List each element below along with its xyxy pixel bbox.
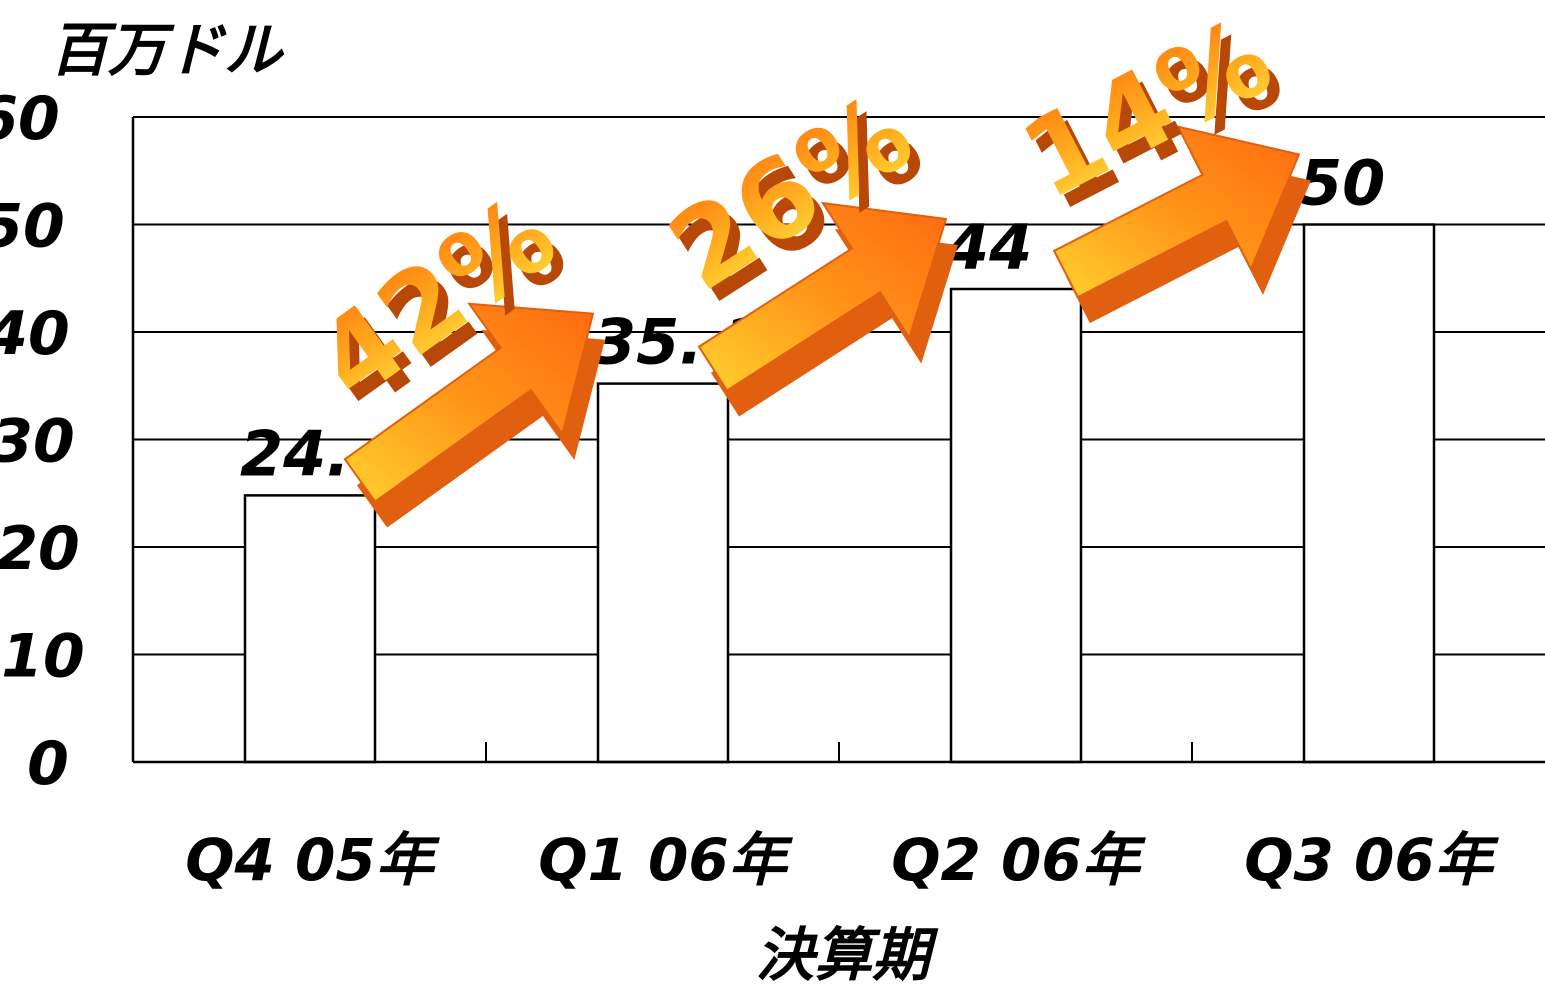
arrow-face xyxy=(343,302,595,503)
axes xyxy=(131,117,1545,764)
y-tick-label: 60 xyxy=(0,84,60,154)
data-label: 44 xyxy=(945,211,1032,284)
x-category-label: Q4 05年 xyxy=(185,826,441,894)
bar xyxy=(1302,223,1436,764)
y-tick-label: 0 xyxy=(27,729,69,799)
y-tick-labels: 0 10 20 30 40 50 60 xyxy=(0,84,85,799)
x-category-label: Q3 06年 xyxy=(1244,826,1500,894)
y-tick-label: 40 xyxy=(0,299,70,369)
x-category-labels: Q4 05年 Q1 06年 Q2 06年 Q3 06年 xyxy=(185,826,1500,894)
bar xyxy=(243,494,377,764)
x-axis-title: 決算期 xyxy=(756,921,939,984)
arrow-face xyxy=(697,201,948,392)
growth-arrows: 42%42% 26%26% 14%14% xyxy=(295,0,1311,528)
y-tick-label: 50 xyxy=(0,192,65,262)
bar xyxy=(596,382,730,764)
data-label: 50 xyxy=(1299,147,1385,220)
x-category-label: Q2 06年 xyxy=(891,826,1147,894)
growth-arrow: 14%14% xyxy=(1004,0,1311,324)
x-category-label: Q1 06年 xyxy=(538,826,794,894)
y-tick-label: 20 xyxy=(0,514,80,584)
arrow-face xyxy=(1052,125,1301,299)
y-tick-label: 30 xyxy=(0,407,75,477)
bars xyxy=(243,223,1436,764)
bar xyxy=(949,287,1083,764)
y-tick-label: 10 xyxy=(1,622,85,692)
y-axis-title: 百万ドル xyxy=(50,16,285,84)
